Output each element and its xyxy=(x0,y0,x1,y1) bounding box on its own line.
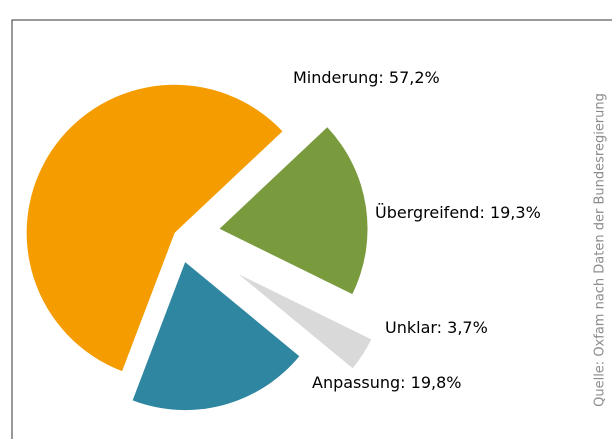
slice-label: Anpassung: 19,8% xyxy=(312,373,461,392)
pie-slice xyxy=(26,84,283,372)
pie-slice xyxy=(219,127,368,295)
slice-label: Übergreifend: 19,3% xyxy=(375,203,541,222)
value-label: 19,3% xyxy=(490,203,541,222)
separator: : xyxy=(400,373,410,392)
value-label: 19,8% xyxy=(411,373,462,392)
category-name: Übergreifend xyxy=(375,203,479,222)
slice-label: Minderung: 57,2% xyxy=(293,68,440,87)
value-label: 57,2% xyxy=(389,68,440,87)
separator: : xyxy=(479,203,489,222)
value-label: 3,7% xyxy=(447,318,488,337)
category-name: Unklar xyxy=(385,318,437,337)
source: Quelle: Oxfam nach Daten der Bundesregie… xyxy=(593,93,608,407)
frame xyxy=(11,19,612,439)
category-name: Anpassung xyxy=(312,373,400,392)
separator: : xyxy=(437,318,447,337)
pie-slice xyxy=(238,274,372,369)
separator: : xyxy=(378,68,388,87)
category-name: Minderung xyxy=(293,68,378,87)
pie-slice xyxy=(132,262,300,411)
slice-label: Unklar: 3,7% xyxy=(385,318,488,337)
